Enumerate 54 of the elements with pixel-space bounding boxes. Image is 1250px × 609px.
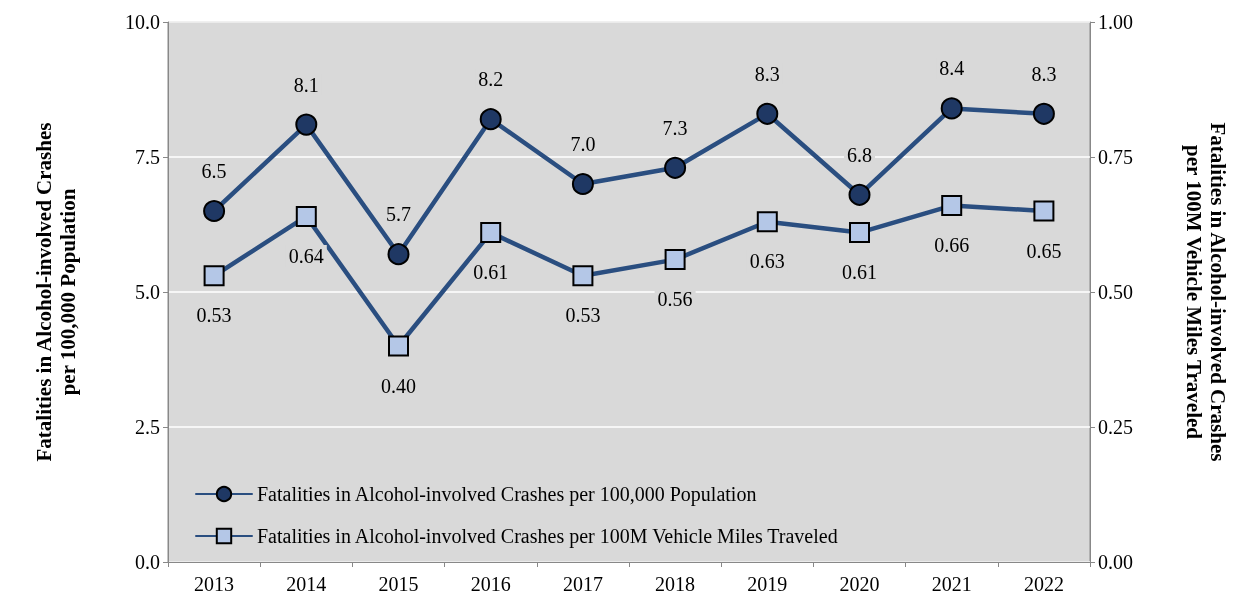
legend-label: Fatalities in Alcohol-involved Crashes per 100M Vehicle Miles Traveled [257, 525, 838, 548]
data-label: 0.61 [842, 261, 877, 284]
y2-axis-title: Fatalities in Alcohol-involved Crashes per 100M Vehicle Miles Traveled [1182, 122, 1230, 462]
y-tick-label: 2.5 [135, 416, 160, 438]
point [479, 108, 502, 131]
y2-tick-label: 1.00 [1098, 11, 1133, 33]
point [387, 243, 410, 266]
data-label: 0.64 [288, 244, 324, 267]
data-label: 5.7 [386, 203, 411, 226]
legend-label: Fatalities in Alcohol-involved Crashes per 100,000 Population [257, 483, 757, 506]
point [848, 183, 871, 206]
data-label: 0.61 [473, 261, 509, 284]
point [203, 200, 226, 222]
data-label: 8.3 [1031, 62, 1057, 85]
x-tick-label: 2018 [655, 573, 696, 595]
point [571, 173, 594, 195]
x-tick-label: 2019 [747, 573, 788, 595]
point [756, 102, 779, 125]
data-label: 0.56 [657, 288, 693, 311]
data-label: 6.8 [847, 143, 872, 166]
point [664, 156, 687, 179]
y-tick-label: 7.5 [135, 146, 160, 168]
data-label: 0.63 [749, 250, 785, 273]
y2-tick-label: 0.25 [1098, 416, 1133, 438]
x-tick-label: 2021 [931, 573, 972, 595]
data-label: 6.5 [201, 160, 227, 182]
x-tick-label: 2016 [470, 573, 511, 595]
x-tick-label: 2015 [378, 573, 419, 595]
y-tick-label: 0.0 [135, 551, 160, 573]
data-label: 0.53 [196, 304, 232, 327]
data-label: 0.65 [1026, 239, 1062, 262]
data-label: 0.53 [565, 304, 601, 327]
x-tick-label: 2013 [194, 573, 235, 595]
point [295, 113, 318, 136]
x-tick-label: 2017 [562, 573, 603, 595]
y2-tick-label: 0.50 [1098, 281, 1133, 303]
data-label: 8.1 [293, 73, 319, 96]
data-label: 8.3 [754, 62, 780, 85]
data-label: 7.0 [570, 133, 596, 155]
data-label: 0.40 [381, 374, 416, 397]
y2-tick-label: 0.00 [1098, 551, 1133, 573]
x-tick-label: 2022 [1023, 573, 1064, 595]
data-label: 8.2 [478, 68, 504, 91]
x-tick-label: 2014 [286, 573, 327, 595]
point [1032, 102, 1055, 125]
y-tick-label: 5.0 [135, 281, 160, 303]
y-tick-label: 10.0 [125, 11, 160, 33]
y2-tick-label: 0.75 [1098, 146, 1133, 168]
data-label: 7.3 [662, 116, 688, 139]
x-tick-label: 2020 [839, 573, 880, 595]
y-axis-title: Fatalities in Alcohol-involved Crashes per 100,000 Population [32, 122, 80, 462]
data-label: 8.4 [939, 57, 965, 80]
data-label: 0.66 [934, 234, 970, 257]
point [940, 97, 963, 120]
